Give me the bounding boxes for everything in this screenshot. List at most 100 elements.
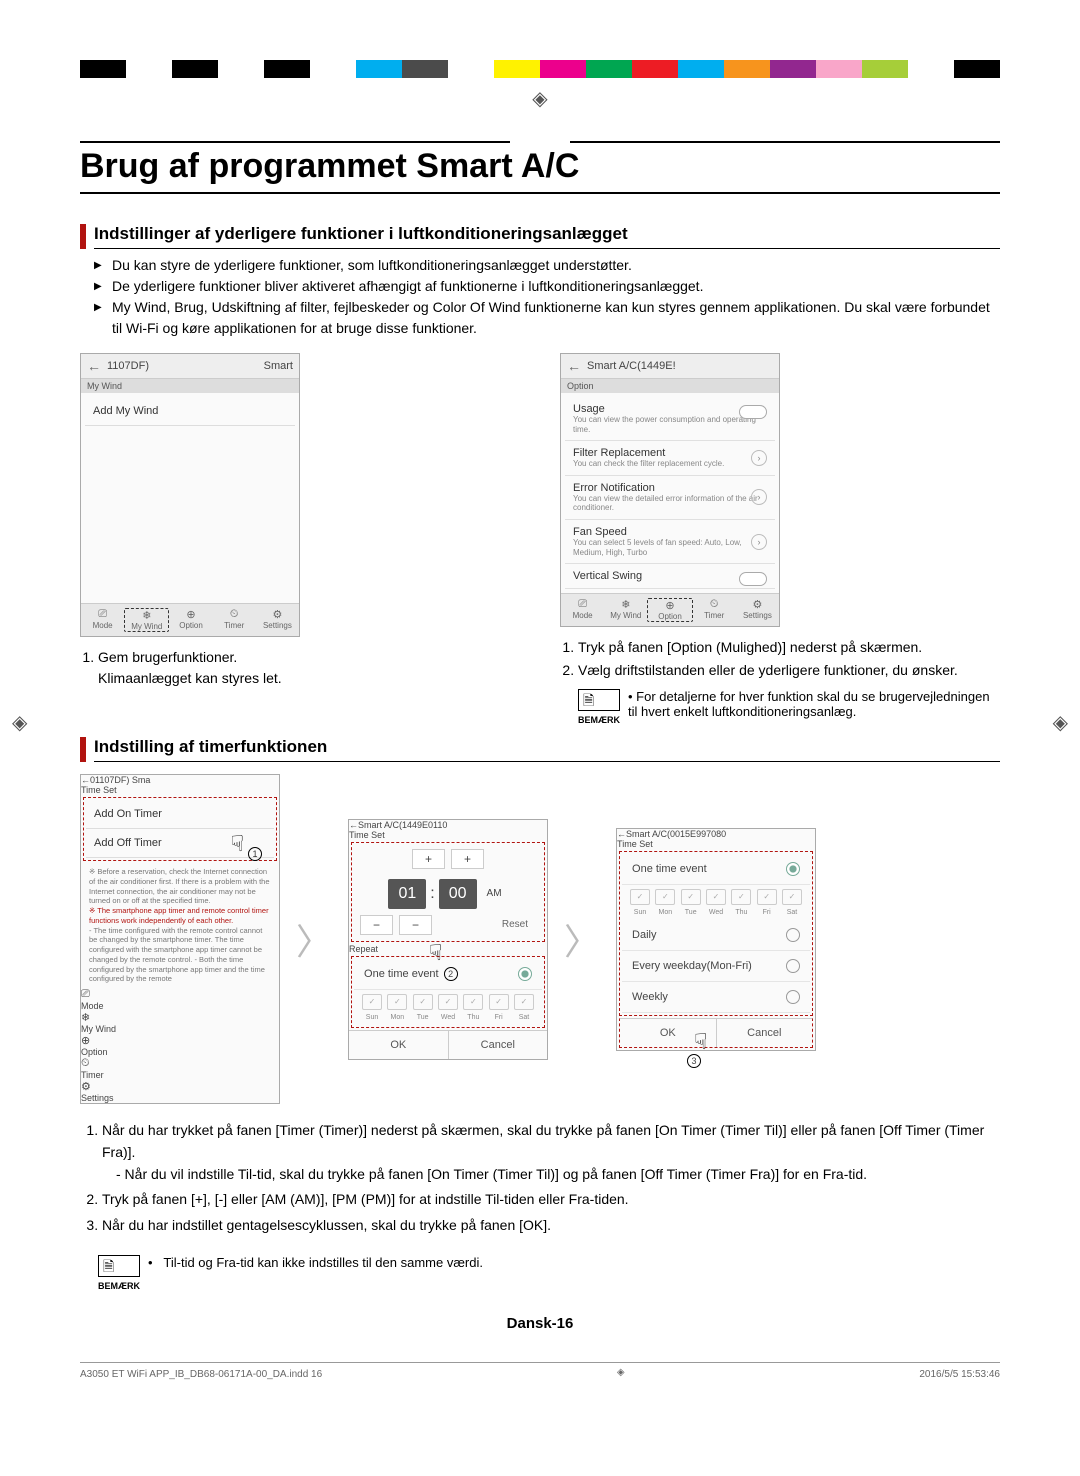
screenshot-mywind: ← 1107DF) Smart My Wind Add My Wind ⎚Mod… xyxy=(80,353,300,637)
back-icon[interactable]: ← xyxy=(617,829,626,839)
hour-minus-button[interactable]: − xyxy=(360,915,393,935)
day-checkbox[interactable]: ✓ xyxy=(731,889,751,905)
steps-left: Gem brugerfunktioner.Klimaanlægget kan s… xyxy=(80,647,520,689)
repeat-option[interactable]: Daily xyxy=(622,920,810,951)
ok-button[interactable]: OK ☟ xyxy=(620,1019,717,1047)
add-on-timer[interactable]: Add On Timer xyxy=(86,800,274,829)
day-checkbox[interactable]: ✓ xyxy=(463,994,483,1010)
section1-bullets: Du kan styre de yderligere funktioner, s… xyxy=(98,255,1000,339)
back-icon[interactable]: ← xyxy=(87,358,101,374)
chevron-right-icon: › xyxy=(751,534,767,550)
instruction-step: Når du har trykket på fanen [Timer (Time… xyxy=(102,1120,1000,1185)
reset-button[interactable]: Reset xyxy=(502,919,536,930)
add-mywind-item[interactable]: Add My Wind xyxy=(85,397,295,426)
day-checkbox[interactable]: ✓ xyxy=(681,889,701,905)
back-icon[interactable]: ← xyxy=(349,820,358,830)
option-item[interactable]: Filter ReplacementYou can check the filt… xyxy=(565,441,775,476)
tab-my-wind[interactable]: ❄My Wind xyxy=(604,598,647,622)
day-checkbox[interactable]: ✓ xyxy=(489,994,509,1010)
note-icon: 🗎 xyxy=(98,1255,140,1277)
timer-instructions: Når du har trykket på fanen [Timer (Time… xyxy=(80,1120,1000,1236)
page-number: Dansk-16 xyxy=(80,1315,1000,1332)
option-item[interactable]: Error NotificationYou can view the detai… xyxy=(565,476,775,520)
hand-cursor-icon: ☟ xyxy=(429,940,442,966)
page-title: Brug af programmet Smart A/C xyxy=(80,147,1000,194)
option-item[interactable]: Vertical Swing xyxy=(565,564,775,589)
tab-settings[interactable]: ⚙Settings xyxy=(81,1080,279,1103)
arrow-right-icon: 〉 xyxy=(564,913,600,965)
back-icon[interactable]: ← xyxy=(567,358,581,374)
screenshot-option: ← Smart A/C(1449E! Option UsageYou can v… xyxy=(560,353,780,627)
minute-minus-button[interactable]: − xyxy=(399,915,432,935)
print-metadata: A3050 ET WiFi APP_IB_DB68-06171A-00_DA.i… xyxy=(80,1362,1000,1380)
tab-timer[interactable]: ⏲Timer xyxy=(213,608,256,632)
tab-mode[interactable]: ⎚Mode xyxy=(81,988,279,1011)
callout-3: 3 xyxy=(687,1054,701,1068)
minute-value: 00 xyxy=(439,879,477,909)
tab-my-wind[interactable]: ❄My Wind xyxy=(81,1011,279,1034)
instruction-step: Tryk på fanen [+], [-] eller [AM (AM)], … xyxy=(102,1189,1000,1211)
day-checkbox[interactable]: ✓ xyxy=(630,889,650,905)
radio-icon xyxy=(786,990,800,1004)
timer-note: ※ Before a reservation, check the Intern… xyxy=(81,863,279,988)
tab-timer[interactable]: ⏲Timer xyxy=(81,1057,279,1080)
day-checkbox[interactable]: ✓ xyxy=(362,994,382,1010)
repeat-option[interactable]: One time event xyxy=(622,854,810,885)
screenshot-time-set: ←Smart A/C(1449E0110 Time Set + + 01 : 0… xyxy=(348,819,548,1060)
instruction-step: Når du har indstillet gentagelsescykluss… xyxy=(102,1215,1000,1237)
hour-plus-button[interactable]: + xyxy=(412,849,445,869)
day-checkbox[interactable]: ✓ xyxy=(706,889,726,905)
radio-icon xyxy=(786,928,800,942)
registration-mark-left: ◈ xyxy=(12,710,27,735)
one-time-event-option[interactable]: One time event 2 xyxy=(354,959,542,990)
hand-cursor-icon: ☟ xyxy=(231,831,244,857)
registration-mark-top: ◈ xyxy=(80,86,1000,111)
chevron-right-icon: › xyxy=(751,450,767,466)
radio-icon xyxy=(786,862,800,876)
back-icon[interactable]: ← xyxy=(81,775,90,785)
steps-right: Tryk på fanen [Option (Mulighed)] neders… xyxy=(560,637,1000,681)
day-checkbox[interactable]: ✓ xyxy=(438,994,458,1010)
tab-settings[interactable]: ⚙Settings xyxy=(256,608,299,632)
day-checkbox[interactable]: ✓ xyxy=(655,889,675,905)
add-off-timer[interactable]: Add Off Timer ☟ 1 xyxy=(86,829,274,858)
toggle-switch[interactable] xyxy=(739,572,767,586)
section-heading-1: Indstillinger af yderligere funktioner i… xyxy=(80,224,1000,249)
radio-icon xyxy=(518,967,532,981)
day-checkbox[interactable]: ✓ xyxy=(757,889,777,905)
tab-my-wind[interactable]: ❄My Wind xyxy=(124,608,169,632)
bullet-item: Du kan styre de yderligere funktioner, s… xyxy=(98,255,1000,276)
note-1: 🗎 BEMÆRK • For detaljerne for hver funkt… xyxy=(578,689,1000,725)
chevron-right-icon: › xyxy=(751,489,767,505)
ok-button[interactable]: OK xyxy=(349,1031,449,1059)
repeat-option[interactable]: Weekly xyxy=(622,982,810,1013)
hour-value: 01 xyxy=(388,879,426,909)
option-item[interactable]: Fan SpeedYou can select 5 levels of fan … xyxy=(565,520,775,564)
tab-option[interactable]: ⊕Option xyxy=(81,1034,279,1057)
radio-icon xyxy=(786,959,800,973)
tab-mode[interactable]: ⎚Mode xyxy=(81,608,124,632)
section-heading-2: Indstilling af timerfunktionen xyxy=(80,737,1000,762)
day-checkbox[interactable]: ✓ xyxy=(514,994,534,1010)
callout-1: 1 xyxy=(248,847,262,861)
tab-mode[interactable]: ⎚Mode xyxy=(561,598,604,622)
day-checkbox[interactable]: ✓ xyxy=(782,889,802,905)
print-color-bar xyxy=(80,60,1000,78)
option-item[interactable]: UsageYou can view the power consumption … xyxy=(565,397,775,441)
tab-option[interactable]: ⊕Option xyxy=(647,598,692,622)
tab-settings[interactable]: ⚙Settings xyxy=(736,598,779,622)
bullet-item: De yderligere funktioner bliver aktivere… xyxy=(98,276,1000,297)
cancel-button[interactable]: Cancel xyxy=(717,1019,813,1047)
toggle-switch[interactable] xyxy=(739,405,767,419)
ampm-toggle[interactable]: AM xyxy=(481,888,508,899)
cancel-button[interactable]: Cancel xyxy=(449,1031,548,1059)
repeat-option[interactable]: Every weekday(Mon-Fri) xyxy=(622,951,810,982)
registration-mark-right: ◈ xyxy=(1053,710,1068,735)
day-checkbox[interactable]: ✓ xyxy=(387,994,407,1010)
tab-option[interactable]: ⊕Option xyxy=(169,608,212,632)
minute-plus-button[interactable]: + xyxy=(451,849,484,869)
note-2: 🗎 BEMÆRK • Til-tid og Fra-tid kan ikke i… xyxy=(98,1255,1000,1291)
screenshot-timer-list: ←01107DF) Sma Time Set Add On Timer Add … xyxy=(80,774,280,1104)
day-checkbox[interactable]: ✓ xyxy=(413,994,433,1010)
tab-timer[interactable]: ⏲Timer xyxy=(693,598,736,622)
